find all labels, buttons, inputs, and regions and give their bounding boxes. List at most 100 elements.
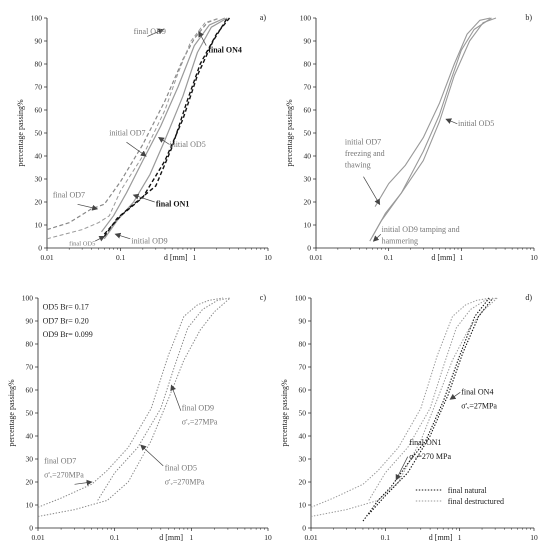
series-line-5 [368,297,494,515]
annotation-arrow [372,233,382,242]
x-axis-title: d [mm] [431,253,455,262]
annotation-arrow [363,176,381,206]
x-tick-label: 1 [458,533,462,542]
x-axis-title: d [mm] [164,253,188,262]
y-tick-label: 40 [26,432,34,441]
series-line-1 [374,17,491,207]
series-line-3 [101,17,226,233]
chart-panel-a: 0 10 20 30 40 50 60 70 80 90 100 0.01 0.1 1 10 d [mm] pe… [16,13,272,262]
series-line-3 [37,297,231,517]
y-tick-label: 30 [299,455,307,464]
legend-label: final destructured [448,497,504,506]
annotation-arrow [140,444,164,467]
y-tick-label: 10 [35,221,43,230]
annotation-label: final ON1 [409,438,441,447]
x-tick-label: 0.1 [116,253,126,262]
y-tick-label: 90 [299,317,307,326]
y-tick-label: 50 [35,129,43,138]
annotation-label: final OD9 [182,404,214,413]
x-tick-label: 10 [264,253,272,262]
y-tick-label: 80 [304,60,312,69]
y-tick-label: 80 [26,340,34,349]
annotation-label: final ON1 [156,200,190,209]
annotation-label: final OD7 [44,457,76,466]
y-tick-label: 100 [31,14,43,23]
x-tick-label: 0.1 [110,533,120,542]
y-tick-label: 10 [299,501,307,510]
x-tick-label: 10 [530,253,538,262]
panel-label: c) [260,293,267,302]
x-tick-label: 0.1 [381,533,391,542]
series-line-2 [368,297,498,501]
series-line-6 [103,17,228,235]
legend-label: final natural [448,486,488,495]
annotation-label: initial OD7 [345,138,381,147]
x-tick-label: 0.01 [31,533,44,542]
annotation-arrow [170,384,182,411]
x-axis-title: d [mm] [429,533,453,542]
series-line-3 [369,17,492,242]
y-tick-label: 70 [26,363,34,372]
annotation-label: final ON4 [208,46,242,55]
annotation-label: initial OD5 [169,140,205,149]
y-tick-label: 100 [22,294,34,303]
y-tick-label: 20 [304,198,312,207]
y-tick-label: 90 [26,317,34,326]
y-tick-label: 40 [299,432,307,441]
y-tick-label: 40 [304,152,312,161]
y-axis-title: percentage passing% [7,379,16,447]
x-tick-label: 0.01 [40,253,53,262]
y-tick-label: 70 [304,83,312,92]
y-tick-label: 90 [35,37,43,46]
annotation-label: final OD7 [53,190,85,199]
x-tick-label: 10 [264,533,272,542]
annotation-arrow [114,232,131,240]
y-tick-label: 10 [26,501,34,510]
y-tick-label: 50 [304,129,312,138]
y-tick-label: 20 [299,478,307,487]
annotation-label: σ'ᵥ=270MPa [44,470,84,479]
y-tick-label: 70 [35,83,43,92]
annotation-arrow [126,141,147,157]
y-tick-label: 0 [38,244,42,253]
y-tick-label: 60 [304,106,312,115]
annotation-arrow [395,456,409,481]
series-line-2 [97,297,231,501]
annotation-label: freezing and [345,149,385,158]
annotation-label: OD5 Br= 0.17 [43,303,89,312]
y-tick-label: 30 [304,175,312,184]
panel-label: b) [525,13,532,22]
y-tick-label: 60 [26,386,34,395]
x-tick-label: 1 [192,253,196,262]
y-tick-label: 70 [299,363,307,372]
y-tick-label: 60 [35,106,43,115]
annotation-label: σ'ᵥ=270MPa [165,477,205,486]
panel-label: a) [260,13,267,22]
y-tick-label: 40 [35,152,43,161]
annotation-label: thawing [345,161,371,170]
x-tick-label: 0.01 [304,533,317,542]
series-line-1 [310,297,491,508]
y-tick-label: 60 [299,386,307,395]
annotation-label: initial OD9 [131,236,167,245]
series-line-2 [46,17,220,240]
y-tick-label: 20 [26,478,34,487]
series-line-3 [310,297,498,517]
y-tick-label: 0 [307,244,311,253]
annotation-label: final OD9 [134,27,166,36]
series-line-4 [362,297,490,522]
y-tick-label: 80 [299,340,307,349]
annotation-label: σ'ᵥ=270 MPa [409,452,451,461]
y-axis-title: percentage passing% [285,99,294,167]
annotation-arrow [147,28,165,37]
y-axis-title: percentage passing% [280,379,289,447]
annotation-label: final ON4 [461,388,493,397]
annotation-arrow [198,30,207,46]
annotation-label: initial OD7 [109,128,145,137]
annotation-label: initial OD5 [458,119,494,128]
annotation-arrow [132,193,155,203]
x-tick-label: 0.01 [309,253,322,262]
annotation-label: OD7 Br= 0.20 [43,316,89,325]
y-tick-label: 80 [35,60,43,69]
